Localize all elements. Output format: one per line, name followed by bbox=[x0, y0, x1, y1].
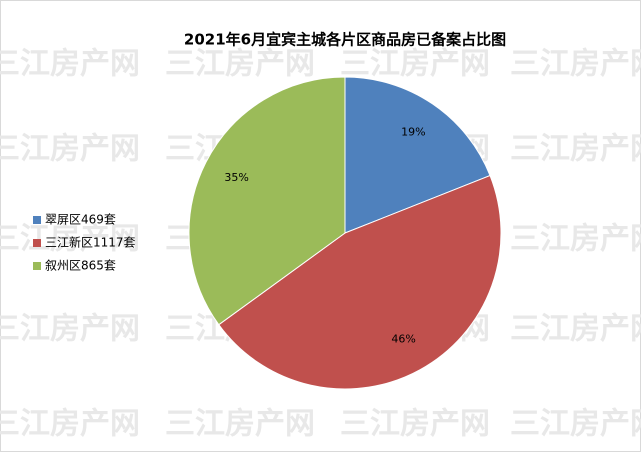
watermark: 三江房产网 bbox=[0, 132, 140, 167]
watermark: 三江房产网 bbox=[0, 407, 140, 442]
data-label: 46% bbox=[391, 333, 415, 346]
legend-label: 三江新区1117套 bbox=[45, 235, 136, 250]
watermark: 三江房产网 bbox=[510, 312, 641, 347]
watermark: 三江房产网 bbox=[510, 407, 641, 442]
watermark: 三江房产网 bbox=[340, 407, 490, 442]
watermark: 三江房产网 bbox=[510, 222, 641, 257]
watermark: 三江房产网 bbox=[340, 47, 490, 82]
watermark: 三江房产网 bbox=[0, 312, 140, 347]
watermark: 三江房产网 bbox=[165, 407, 315, 442]
watermark: 三江房产网 bbox=[0, 222, 140, 257]
chart-title: 2021年6月宜宾主城各片区商品房已备案占比图 bbox=[184, 31, 506, 49]
data-label: 19% bbox=[401, 125, 425, 138]
legend-label: 叙州区865套 bbox=[45, 259, 116, 273]
data-label: 35% bbox=[224, 171, 248, 184]
pie-slice bbox=[188, 76, 346, 326]
watermark: 三江房产网 bbox=[510, 132, 641, 167]
watermark: 三江房产网 bbox=[0, 47, 140, 82]
watermark: 三江房产网 bbox=[165, 47, 315, 82]
legend-swatch bbox=[33, 216, 41, 224]
pie-slice bbox=[344, 76, 491, 234]
pie-slice bbox=[218, 174, 502, 390]
legend-label: 翠屏区469套 bbox=[45, 213, 116, 227]
legend-swatch bbox=[33, 239, 41, 247]
watermark: 三江房产网 bbox=[510, 47, 641, 82]
legend-swatch bbox=[33, 262, 41, 270]
